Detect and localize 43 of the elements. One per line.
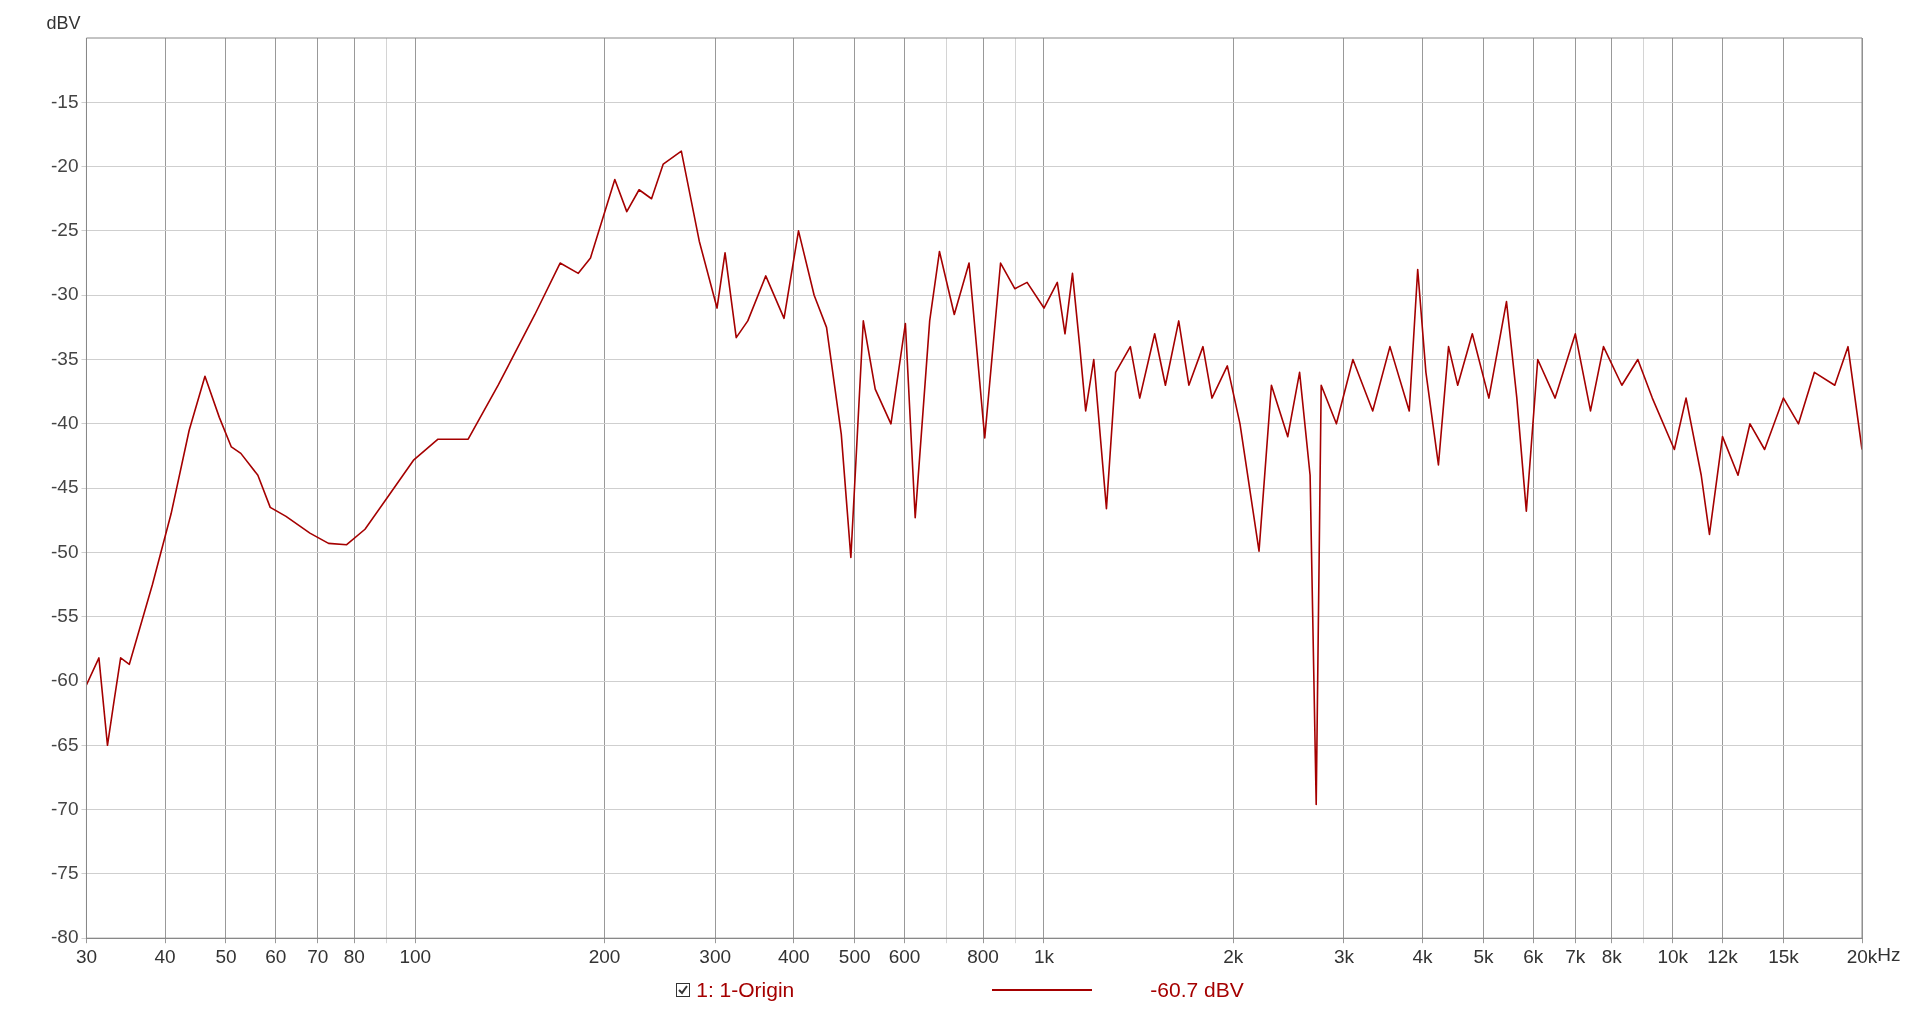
x-tick-label: 5k <box>1473 945 1494 967</box>
x-tick-label: 6k <box>1523 945 1544 967</box>
x-tick-label: 300 <box>699 945 732 967</box>
y-tick-label: -20 <box>50 154 79 176</box>
y-tick-label: -40 <box>50 412 79 434</box>
x-tick-label: 500 <box>838 945 871 967</box>
y-tick-label: -45 <box>50 476 79 498</box>
y-tick-label: -15 <box>50 90 79 112</box>
x-tick-label: 4k <box>1412 945 1434 967</box>
x-tick-label: 10k <box>1657 945 1689 967</box>
x-tick-label: 100 <box>399 945 432 967</box>
y-tick-label: -30 <box>50 283 79 305</box>
x-tick-label: 20k <box>1846 945 1878 967</box>
y-tick-label: -70 <box>50 797 79 819</box>
x-tick-label: 15k <box>1768 945 1800 967</box>
x-tick-label: 2k <box>1223 945 1244 967</box>
y-tick-label: -75 <box>50 862 79 884</box>
y-tick-label: -65 <box>50 733 79 755</box>
y-tick-label: -80 <box>50 926 79 948</box>
x-tick-label: 400 <box>777 945 810 967</box>
x-tick-label: 800 <box>967 945 999 967</box>
y-tick-label: -60 <box>50 669 79 691</box>
y-axis-title: dBV <box>46 12 81 33</box>
text: -60.7 dBV <box>1150 978 1244 1002</box>
x-tick-label: 200 <box>588 945 621 967</box>
y-tick-label: -50 <box>50 540 79 562</box>
x-tick-label: 70 <box>307 945 329 967</box>
x-tick-label: 80 <box>343 945 365 967</box>
y-tick-label: -55 <box>50 604 79 626</box>
y-tick-label: -35 <box>50 347 79 369</box>
text: 1: 1-Origin <box>696 978 795 1002</box>
x-tick-label: 7k <box>1565 945 1586 967</box>
x-tick-label: 50 <box>215 945 237 967</box>
x-tick-label: 40 <box>154 945 176 967</box>
y-tick-label: -25 <box>50 219 79 241</box>
x-tick-label: 60 <box>265 945 287 967</box>
x-tick-label: 3k <box>1333 945 1355 967</box>
x-tick-label: 600 <box>888 945 921 967</box>
x-tick-label: 8k <box>1601 945 1623 967</box>
x-tick-label: 12k <box>1707 945 1739 967</box>
x-axis-title: Hz <box>1877 943 1901 965</box>
x-tick-label: 1k <box>1033 945 1055 967</box>
x-tick-label: 30 <box>75 945 98 967</box>
